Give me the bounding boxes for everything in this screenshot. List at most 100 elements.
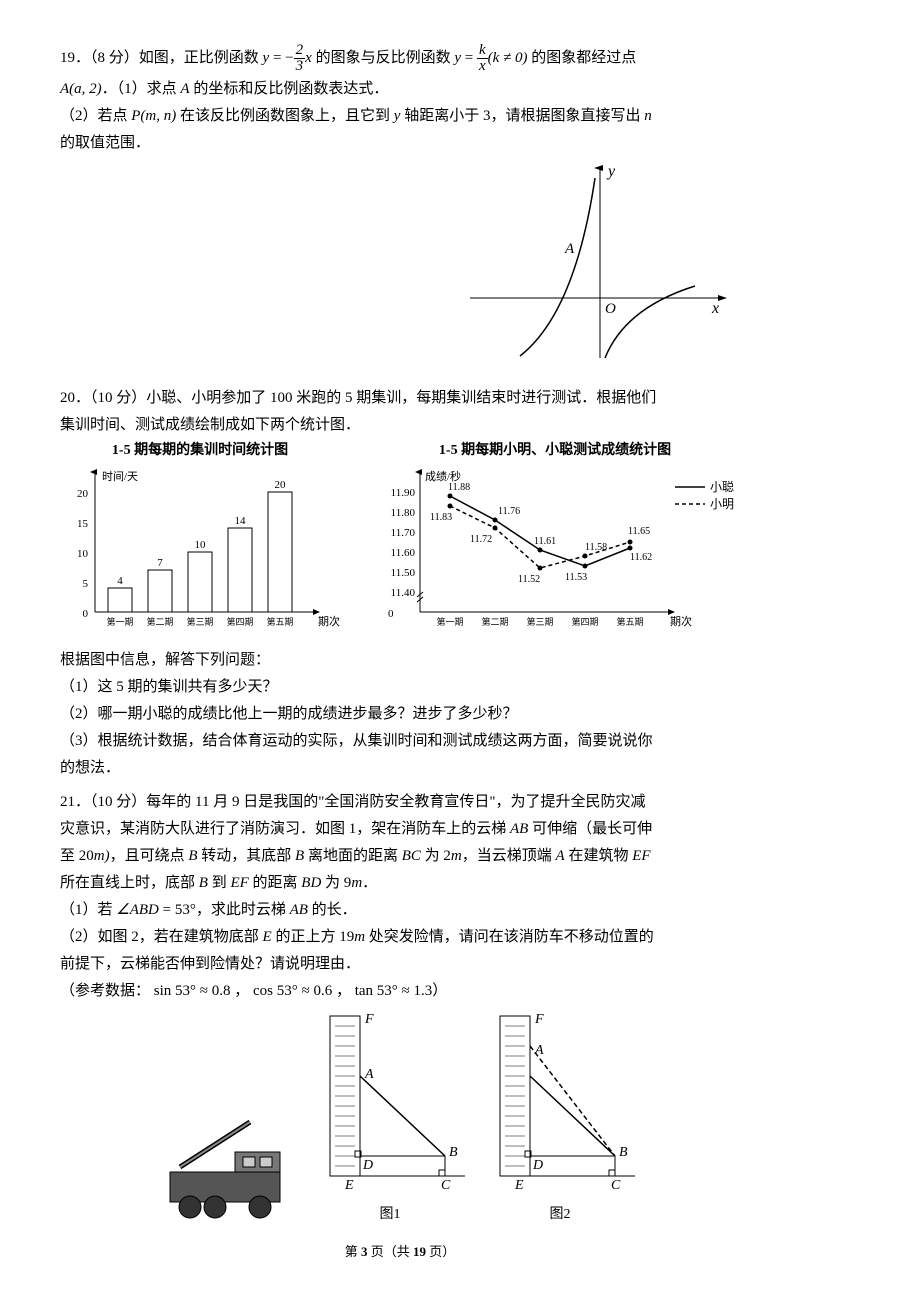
p19-graph: y x O A xyxy=(450,158,730,368)
p19-A: A(a, 2) xyxy=(60,81,102,97)
p21-l4: 所在直线上时，底部 B 到 EF 的距离 BD 为 9m． xyxy=(60,871,740,895)
svg-text:小聪: 小聪 xyxy=(710,480,734,494)
svg-text:F: F xyxy=(534,1012,544,1027)
p19-graph-wrap: y x O A xyxy=(60,158,740,376)
svg-text:A: A xyxy=(364,1067,374,1082)
p19-sub2b: 的取值范围． xyxy=(60,131,740,155)
svg-text:11.58: 11.58 xyxy=(585,542,607,553)
svg-text:期次: 期次 xyxy=(318,614,340,628)
svg-text:11.61: 11.61 xyxy=(534,536,556,547)
svg-text:20: 20 xyxy=(77,488,89,500)
svg-text:11.72: 11.72 xyxy=(470,534,492,545)
svg-text:A: A xyxy=(534,1043,544,1058)
eq1-frac: 23 xyxy=(294,43,306,74)
figure-1: F A D B E C 图1 xyxy=(305,1006,475,1226)
eq2-cond: (k ≠ 0) xyxy=(488,50,528,66)
svg-text:11.80: 11.80 xyxy=(391,507,416,519)
p19-line1: 19．（8 分）如图，正比例函数 y = −23x 的图象与反比例函数 y = … xyxy=(60,43,740,74)
fig2-svg: F A D B E C xyxy=(475,1006,645,1196)
svg-text:11.88: 11.88 xyxy=(448,482,470,493)
eq1-eq: = − xyxy=(269,50,293,66)
svg-text:20: 20 xyxy=(275,479,287,491)
svg-text:11.83: 11.83 xyxy=(430,512,452,523)
p19-sub2: （2）若点 P(m, n) 在该反比例函数图象上，且它到 y 轴距离小于 3，请… xyxy=(60,104,740,128)
p19-text1: 如图，正比例函数 xyxy=(139,50,263,66)
svg-text:第二期: 第二期 xyxy=(146,616,173,627)
svg-text:第一期: 第一期 xyxy=(106,616,133,627)
svg-text:小明: 小明 xyxy=(710,497,734,511)
svg-text:11.76: 11.76 xyxy=(498,506,520,517)
svg-text:5: 5 xyxy=(83,578,89,590)
svg-text:11.90: 11.90 xyxy=(391,487,416,499)
eq1-x: x xyxy=(305,50,312,66)
svg-text:第四期: 第四期 xyxy=(226,616,253,627)
page-footer: 第 3 页（共 19 页） xyxy=(60,1242,740,1263)
svg-text:0: 0 xyxy=(388,608,394,620)
svg-text:C: C xyxy=(611,1178,621,1193)
svg-text:7: 7 xyxy=(157,557,163,569)
p20-bar-chart: 1-5 期每期的集训时间统计图 0 5 10 15 20 时间/天 4 xyxy=(60,440,340,645)
p21-q2a: （2）如图 2，若在建筑物底部 E 的正上方 19m 处突发险情，请问在该消防车… xyxy=(60,925,740,949)
p19-xlabel: x xyxy=(711,300,719,317)
p19-line2: A(a, 2)．（1）求点 A 的坐标和反比例函数表达式． xyxy=(60,77,740,101)
p20-q3b: 的想法． xyxy=(60,756,740,780)
fire-truck-icon xyxy=(155,1107,305,1227)
svg-text:11.50: 11.50 xyxy=(391,567,416,579)
svg-text:11.53: 11.53 xyxy=(565,572,587,583)
p19-points: （8 分） xyxy=(90,50,139,66)
p19-ylabel: y xyxy=(606,163,616,180)
svg-text:D: D xyxy=(532,1158,543,1173)
p20-q3a: （3）根据统计数据，结合体育运动的实际，从集训时间和测试成绩这两方面，简要说说你 xyxy=(60,729,740,753)
p20-line1: 20．（10 分）小聪、小明参加了 100 米跑的 5 期集训，每期集训结束时进… xyxy=(60,386,740,410)
p19-text2: 的图象与反比例函数 xyxy=(312,50,455,66)
problem-21: 21．（10 分）每年的 11 月 9 日是我国的"全国消防安全教育宣传日"，为… xyxy=(60,790,740,1226)
svg-text:C: C xyxy=(441,1178,451,1193)
svg-text:E: E xyxy=(514,1178,524,1193)
svg-text:时间/天: 时间/天 xyxy=(102,470,138,483)
svg-text:第三期: 第三期 xyxy=(526,616,553,627)
bar-svg: 0 5 10 15 20 时间/天 4 7 10 14 20 第一期 第二期 xyxy=(60,462,340,637)
svg-text:11.62: 11.62 xyxy=(630,552,652,563)
svg-text:14: 14 xyxy=(235,515,247,527)
p21-ref: （参考数据： sin 53° ≈ 0.8 ， cos 53° ≈ 0.6 ， t… xyxy=(60,979,740,1003)
svg-text:第五期: 第五期 xyxy=(266,616,293,627)
problem-19: 19．（8 分）如图，正比例函数 y = −23x 的图象与反比例函数 y = … xyxy=(60,43,740,376)
svg-text:期次: 期次 xyxy=(670,614,692,628)
p20-line2: 集训时间、测试成绩绘制成如下两个统计图． xyxy=(60,413,740,437)
svg-text:成绩/秒: 成绩/秒 xyxy=(425,469,461,483)
svg-text:11.40: 11.40 xyxy=(391,587,416,599)
bar-chart-title: 1-5 期每期的集训时间统计图 xyxy=(60,440,340,462)
svg-text:第一期: 第一期 xyxy=(436,616,463,627)
p21-q2b: 前提下，云梯能否伸到险情处？请说明理由． xyxy=(60,952,740,976)
svg-text:第四期: 第四期 xyxy=(571,616,598,627)
svg-text:第五期: 第五期 xyxy=(616,616,643,627)
p20-line-chart: 1-5 期每期小明、小聪测试成绩统计图 11.40 11.50 11.60 11… xyxy=(370,440,740,645)
fig1-label: 图1 xyxy=(305,1204,475,1226)
p21-q1: （1）若 ∠ABD = 53°，求此时云梯 AB 的长． xyxy=(60,898,740,922)
svg-text:E: E xyxy=(344,1178,354,1193)
svg-text:B: B xyxy=(619,1145,628,1160)
p20-after: 根据图中信息，解答下列问题： xyxy=(60,648,740,672)
svg-text:11.70: 11.70 xyxy=(391,527,416,539)
line-svg: 11.40 11.50 11.60 11.70 11.80 11.90 0 成绩… xyxy=(370,462,740,637)
svg-text:4: 4 xyxy=(117,575,123,587)
p20-q2: （2）哪一期小聪的成绩比他上一期的成绩进步最多？进步了多少秒？ xyxy=(60,702,740,726)
svg-text:11.65: 11.65 xyxy=(628,526,650,537)
p20-q1: （1）这 5 期的集训共有多少天？ xyxy=(60,675,740,699)
p20-charts: 1-5 期每期的集训时间统计图 0 5 10 15 20 时间/天 4 xyxy=(60,440,740,645)
svg-text:0: 0 xyxy=(83,608,89,620)
p19-num: 19． xyxy=(60,50,90,66)
eq2-y: y xyxy=(454,50,461,66)
fig2-label: 图2 xyxy=(475,1204,645,1226)
p21-l3: 至 20m)，且可绕点 B 转动，其底部 B 离地面的距离 BC 为 2m，当云… xyxy=(60,844,740,868)
svg-text:第二期: 第二期 xyxy=(481,616,508,627)
svg-text:B: B xyxy=(449,1145,458,1160)
p19-text3: 的图象都经过点 xyxy=(528,50,637,66)
line-chart-title: 1-5 期每期小明、小聪测试成绩统计图 xyxy=(370,440,740,462)
svg-text:D: D xyxy=(362,1158,373,1173)
p21-figures: F A D B E C 图1 xyxy=(60,1006,740,1226)
eq2-frac: kx xyxy=(477,43,488,74)
svg-text:10: 10 xyxy=(77,548,89,560)
fig1-svg: F A D B E C xyxy=(305,1006,475,1196)
svg-text:15: 15 xyxy=(77,518,89,530)
